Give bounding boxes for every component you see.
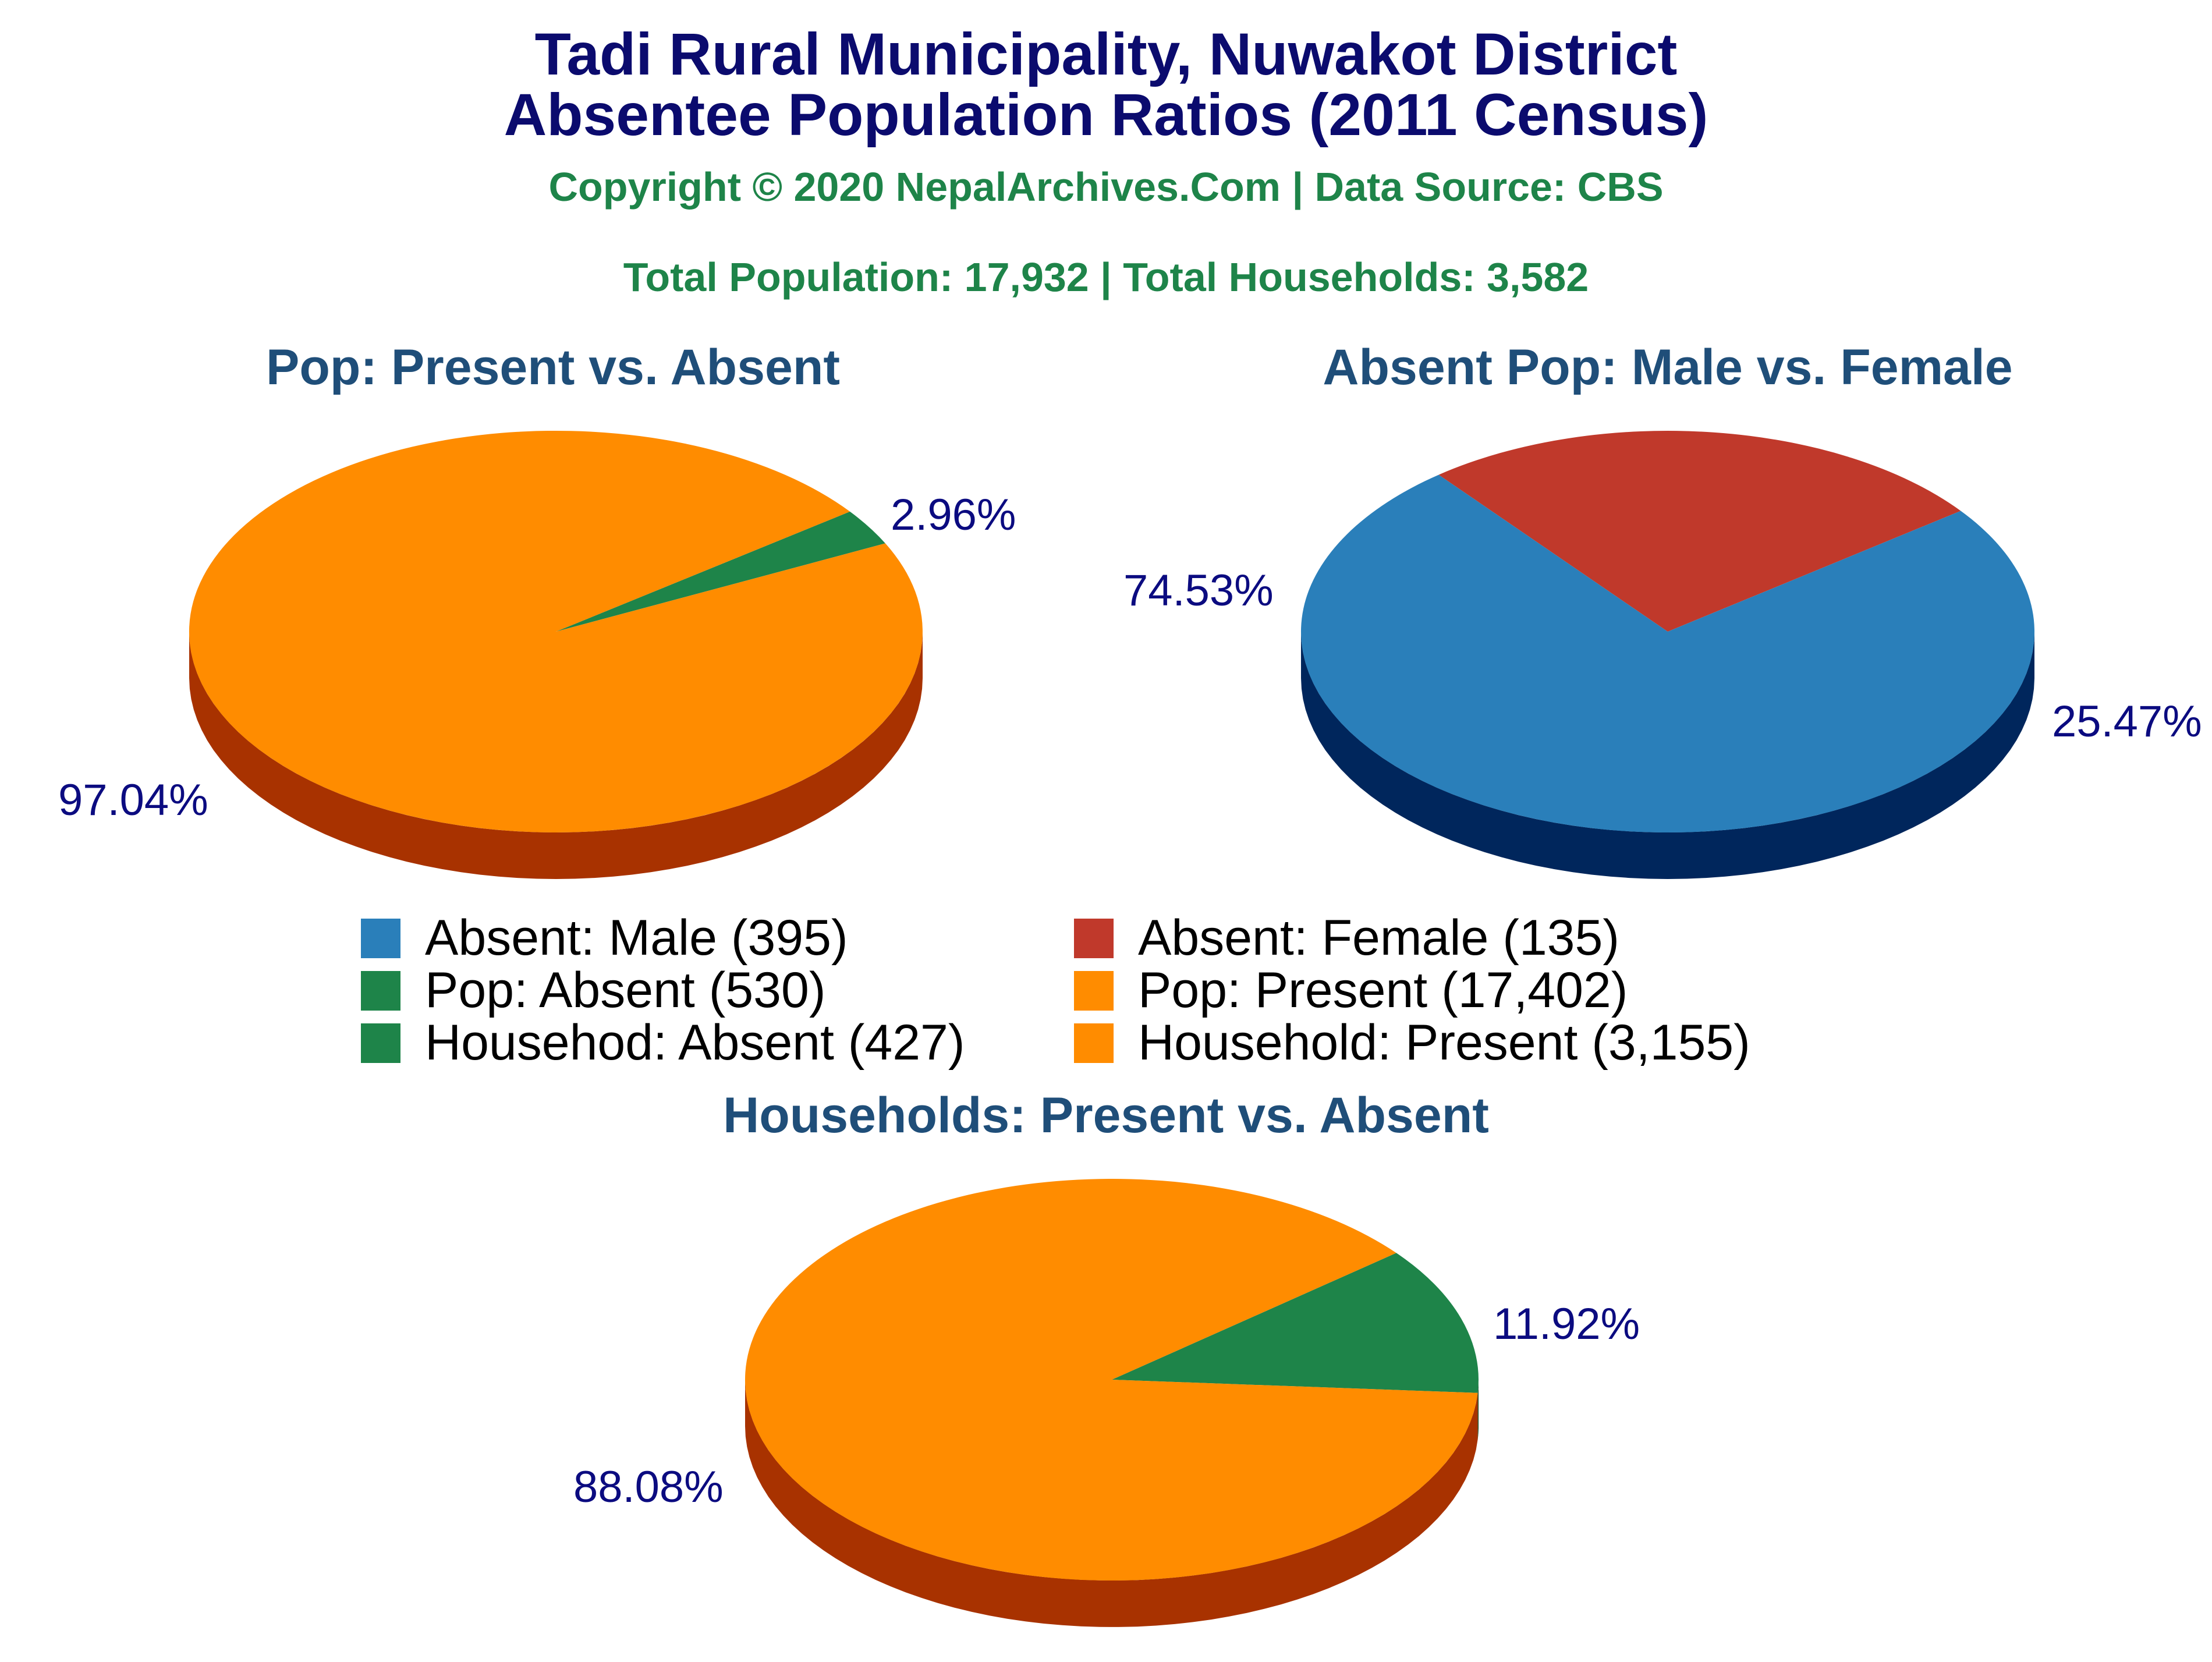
pie-chart-2: Absent Pop: Male vs. Female 25.47% 74.53% (1123, 339, 2202, 879)
pie-charts: Pop: Present vs. Absent 2.96% 97.04% Absent… (58, 339, 2202, 1627)
legend-item: Household: Present (3,155) (1074, 1015, 1750, 1071)
pie-slice (1112, 1253, 1479, 1393)
pie-side (745, 1380, 1479, 1627)
legend-item: Househod: Absent (427) (361, 1015, 965, 1071)
legend-item: Absent: Male (395) (361, 910, 848, 966)
legend-label: Absent: Male (395) (425, 910, 848, 966)
pie-title: Households: Present vs. Absent (723, 1087, 1489, 1143)
pie-slice (556, 511, 885, 632)
copyright-text: Copyright © 2020 NepalArchives.Com | Dat… (548, 164, 1663, 210)
percent-label: 25.47% (2052, 697, 2202, 746)
pie-side-segment (189, 632, 923, 879)
percent-label: 74.53% (1123, 566, 1274, 615)
totals-text: Total Population: 17,932 | Total Househo… (623, 254, 1589, 300)
pie-chart-1: Pop: Present vs. Absent 2.96% 97.04% (58, 339, 1016, 879)
pie-chart-3: Households: Present vs. Absent 11.92% 88.0… (573, 1087, 1640, 1627)
legend-item: Absent: Female (135) (1074, 910, 1619, 966)
percent-label: 2.96% (891, 490, 1016, 540)
pie-side-segment (1477, 1380, 1479, 1440)
pie-title: Absent Pop: Male vs. Female (1323, 339, 2012, 395)
legend-swatch (361, 971, 400, 1011)
pie-side (1301, 632, 2034, 879)
title-line-2: Absentee Population Ratios (2011 Census) (504, 81, 1708, 148)
legend-swatch (361, 1023, 400, 1063)
legend-item: Pop: Absent (530) (361, 962, 825, 1018)
pie-side-segment (1301, 632, 2034, 879)
percent-label: 11.92% (1493, 1299, 1640, 1349)
legend-label: Pop: Present (17,402) (1138, 962, 1628, 1018)
legend-swatch (1074, 1023, 1114, 1063)
percent-label: 97.04% (58, 775, 208, 825)
legend-swatch (1074, 919, 1114, 958)
pie-slice (1300, 474, 2034, 833)
percent-label: 88.08% (573, 1462, 724, 1512)
legend-label: Household: Present (3,155) (1138, 1015, 1750, 1071)
pie-slice (1438, 431, 1961, 632)
title-line-1: Tadi Rural Municipality, Nuwakot Distric… (535, 21, 1678, 87)
pie-side (189, 632, 923, 879)
legend-item: Pop: Present (17,402) (1074, 962, 1628, 1018)
legend-label: Pop: Absent (530) (425, 962, 825, 1018)
pie-slice (745, 1179, 1478, 1581)
pie-slice (189, 430, 923, 832)
legend-label: Absent: Female (135) (1138, 910, 1619, 966)
legend: Absent: Male (395) Absent: Female (135)Po… (361, 910, 1750, 1071)
legend-swatch (1074, 971, 1114, 1011)
legend-label: Househod: Absent (427) (425, 1015, 965, 1071)
legend-swatch (361, 919, 400, 958)
pie-title: Pop: Present vs. Absent (266, 339, 840, 395)
pie-side-segment (745, 1380, 1478, 1627)
